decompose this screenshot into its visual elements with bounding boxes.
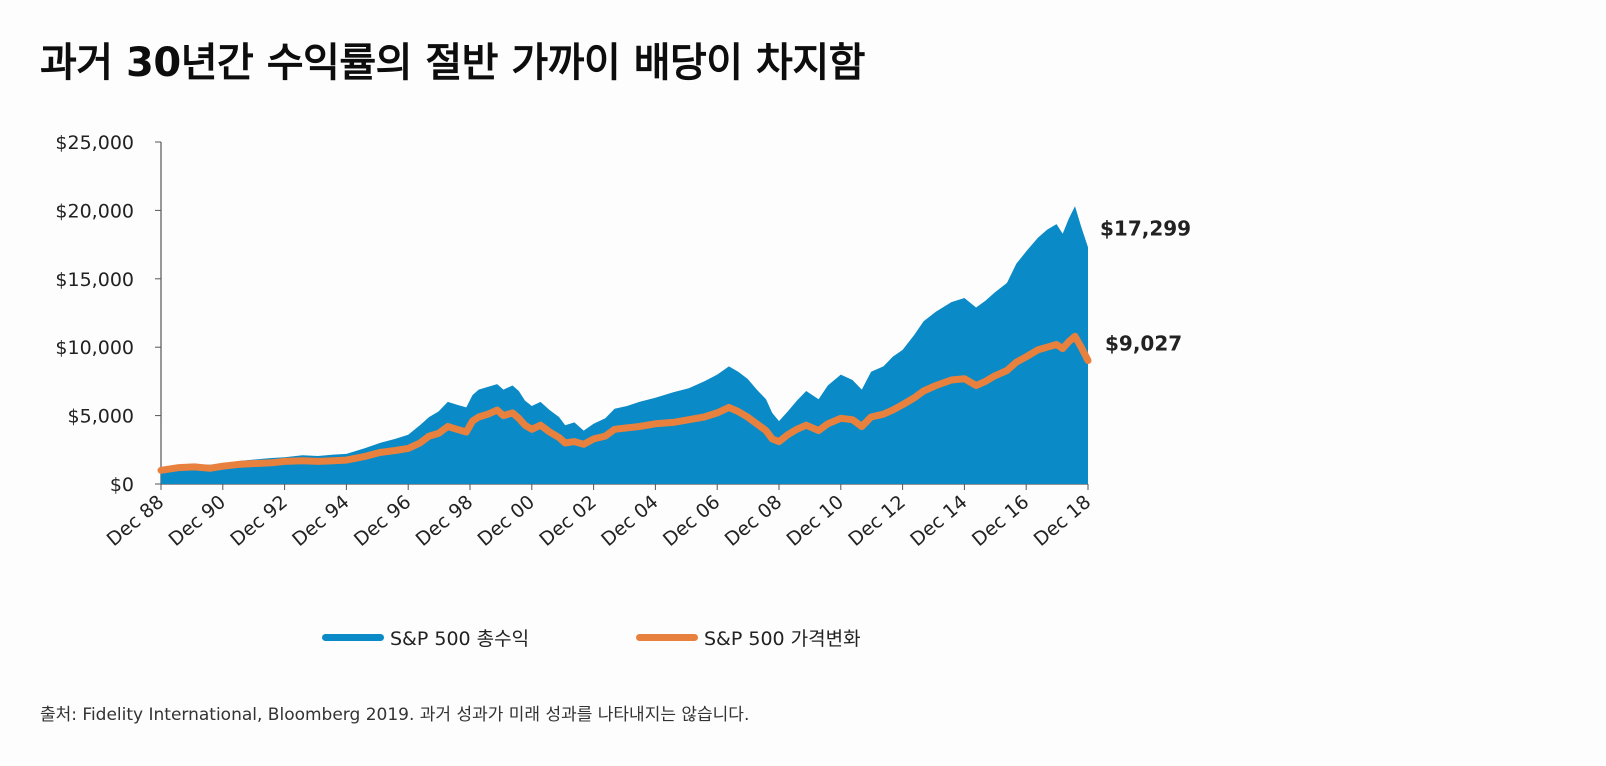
x-tick-label: Dec 12 <box>844 491 909 551</box>
y-axis: $25,000 $20,000 $15,000 $10,000 $5,000 $0 <box>55 132 162 496</box>
y-tick-label: $15,000 <box>55 269 134 291</box>
total-return-end-label: $17,299 <box>1100 216 1191 240</box>
x-tick-label: Dec 10 <box>783 491 848 551</box>
legend-label-price-change: S&P 500 가격변화 <box>704 627 861 650</box>
x-tick-label: Dec 14 <box>906 491 971 551</box>
y-tick-label: $10,000 <box>55 337 134 359</box>
y-tick-label: $5,000 <box>68 406 134 428</box>
y-tick-label: $25,000 <box>55 132 134 154</box>
source-note: 출처: Fidelity International, Bloomberg 20… <box>40 705 750 725</box>
total-return-area <box>161 206 1088 485</box>
x-tick-label: Dec 06 <box>659 491 724 551</box>
y-tick-label: $20,000 <box>55 200 134 222</box>
total-return-swatch <box>322 633 384 641</box>
x-tick-label: Dec 94 <box>288 491 353 551</box>
x-tick-label: Dec 96 <box>350 491 415 551</box>
price-change-line <box>157 332 1092 474</box>
x-tick-label: Dec 92 <box>226 491 291 551</box>
x-tick-label: Dec 08 <box>721 491 786 551</box>
chart: $25,000 $20,000 $15,000 $10,000 $5,000 $0 Dec… <box>55 132 1191 551</box>
price-change-end-label: $9,027 <box>1105 332 1182 356</box>
y-tick-label: $0 <box>110 474 134 496</box>
chart-title: 과거 30년간 수익률의 절반 가까이 배당이 차지함 <box>40 40 865 86</box>
legend-label-total-return: S&P 500 총수익 <box>390 627 530 650</box>
x-tick-label: Dec 88 <box>103 491 168 551</box>
x-tick-label: Dec 02 <box>535 491 600 551</box>
price-change-swatch <box>636 633 698 641</box>
x-tick-label: Dec 98 <box>412 491 477 551</box>
legend-item-total-return: S&P 500 총수익 <box>322 622 529 652</box>
x-tick-label: Dec 00 <box>474 491 539 551</box>
x-tick-label: Dec 04 <box>597 491 662 551</box>
x-tick-label: Dec 18 <box>1030 491 1095 551</box>
plot-area <box>157 206 1092 485</box>
x-tick-label: Dec 90 <box>165 491 230 551</box>
legend-item-price-change: S&P 500 가격변화 <box>636 622 861 652</box>
x-tick-label: Dec 16 <box>968 491 1033 551</box>
